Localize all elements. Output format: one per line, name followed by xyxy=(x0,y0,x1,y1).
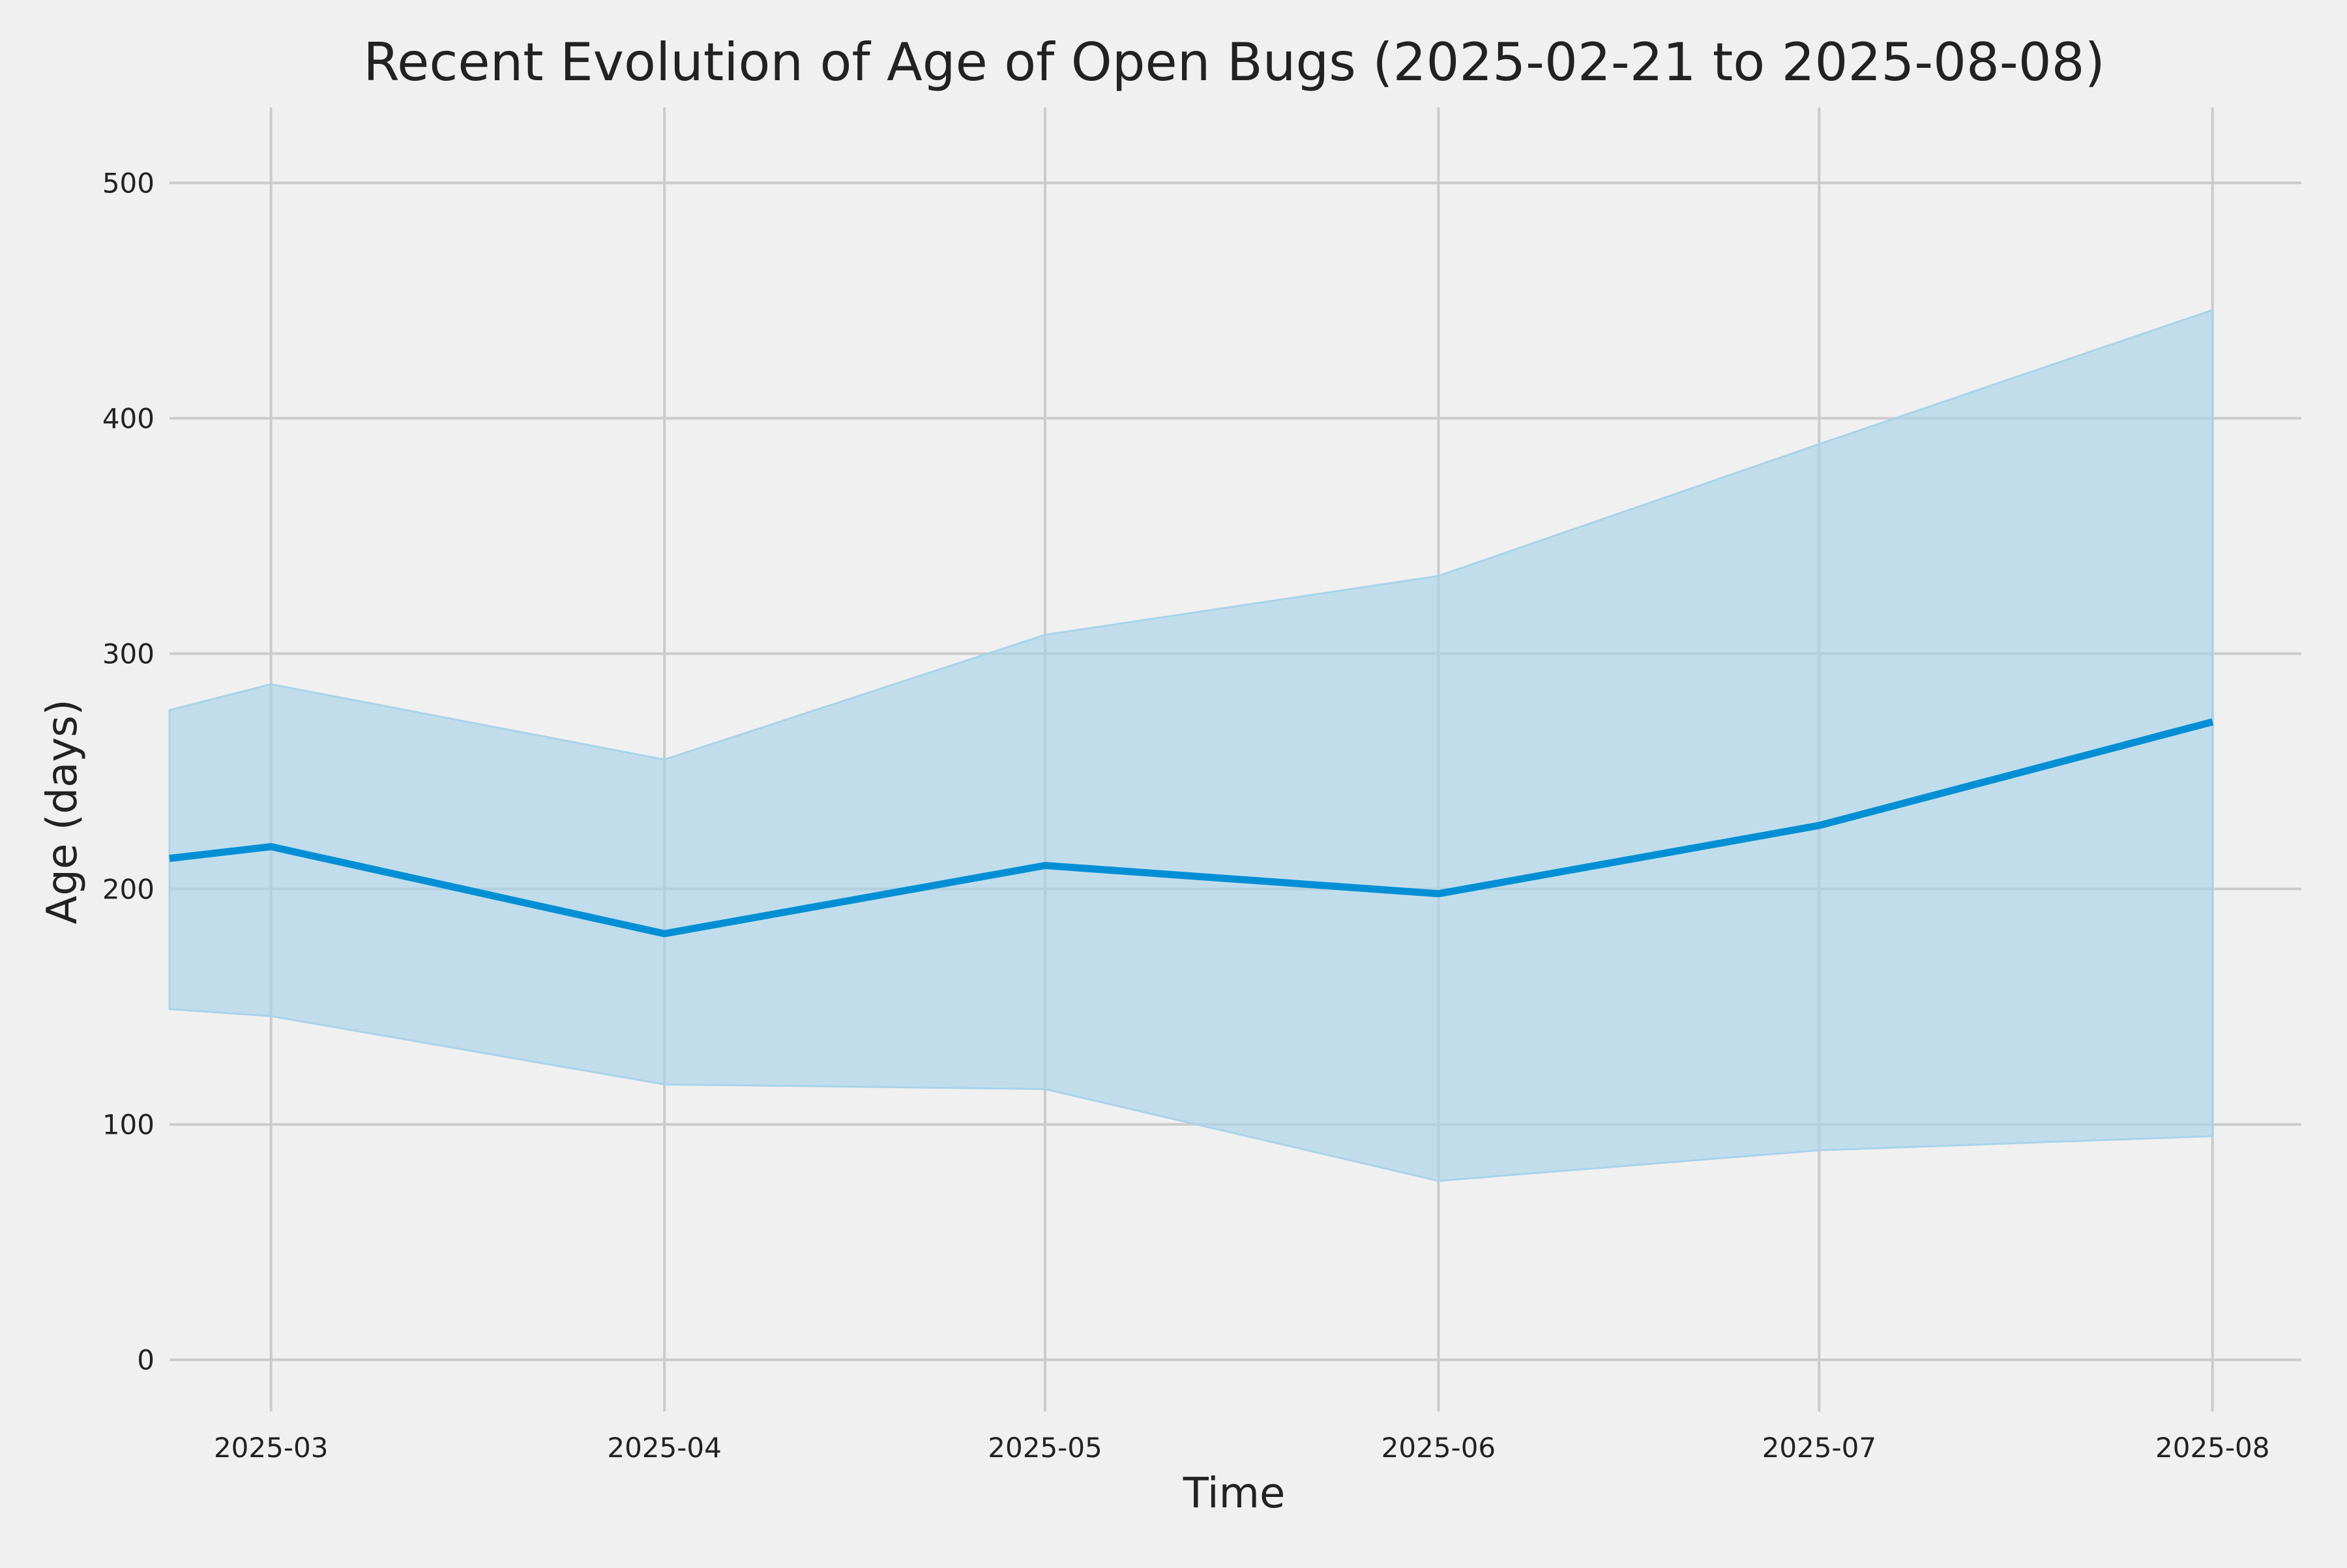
data-point xyxy=(1438,893,1439,895)
x-axis-label: Time xyxy=(1183,1470,1286,1518)
data-point xyxy=(1818,825,1820,826)
x-tick-label: 2025-06 xyxy=(1381,1432,1496,1464)
y-tick-label: 500 xyxy=(102,168,155,200)
tick-layer: 0 100 200 300 400 500 2025-03 2025-04 2025-05 202… xyxy=(102,168,2270,1464)
chart-title: Recent Evolution of Age of Open Bugs (20… xyxy=(363,32,2105,93)
data-point xyxy=(1044,865,1046,866)
confidence-band xyxy=(168,308,2214,1182)
x-tick-label: 2025-04 xyxy=(607,1432,722,1464)
y-tick-label: 400 xyxy=(102,403,155,435)
band-layer xyxy=(168,308,2214,1182)
y-tick-label: 200 xyxy=(102,874,155,906)
line-layer xyxy=(169,718,2214,938)
x-tick-label: 2025-07 xyxy=(1762,1432,1877,1464)
y-axis-label: Age (days) xyxy=(38,699,87,924)
y-tick-label: 300 xyxy=(102,638,155,670)
x-tick-label: 2025-05 xyxy=(988,1432,1102,1464)
y-tick-label: 0 xyxy=(137,1344,155,1376)
x-tick-label: 2025-03 xyxy=(214,1432,329,1464)
x-tick-label: 2025-08 xyxy=(2155,1432,2270,1464)
y-tick-label: 100 xyxy=(102,1109,155,1141)
